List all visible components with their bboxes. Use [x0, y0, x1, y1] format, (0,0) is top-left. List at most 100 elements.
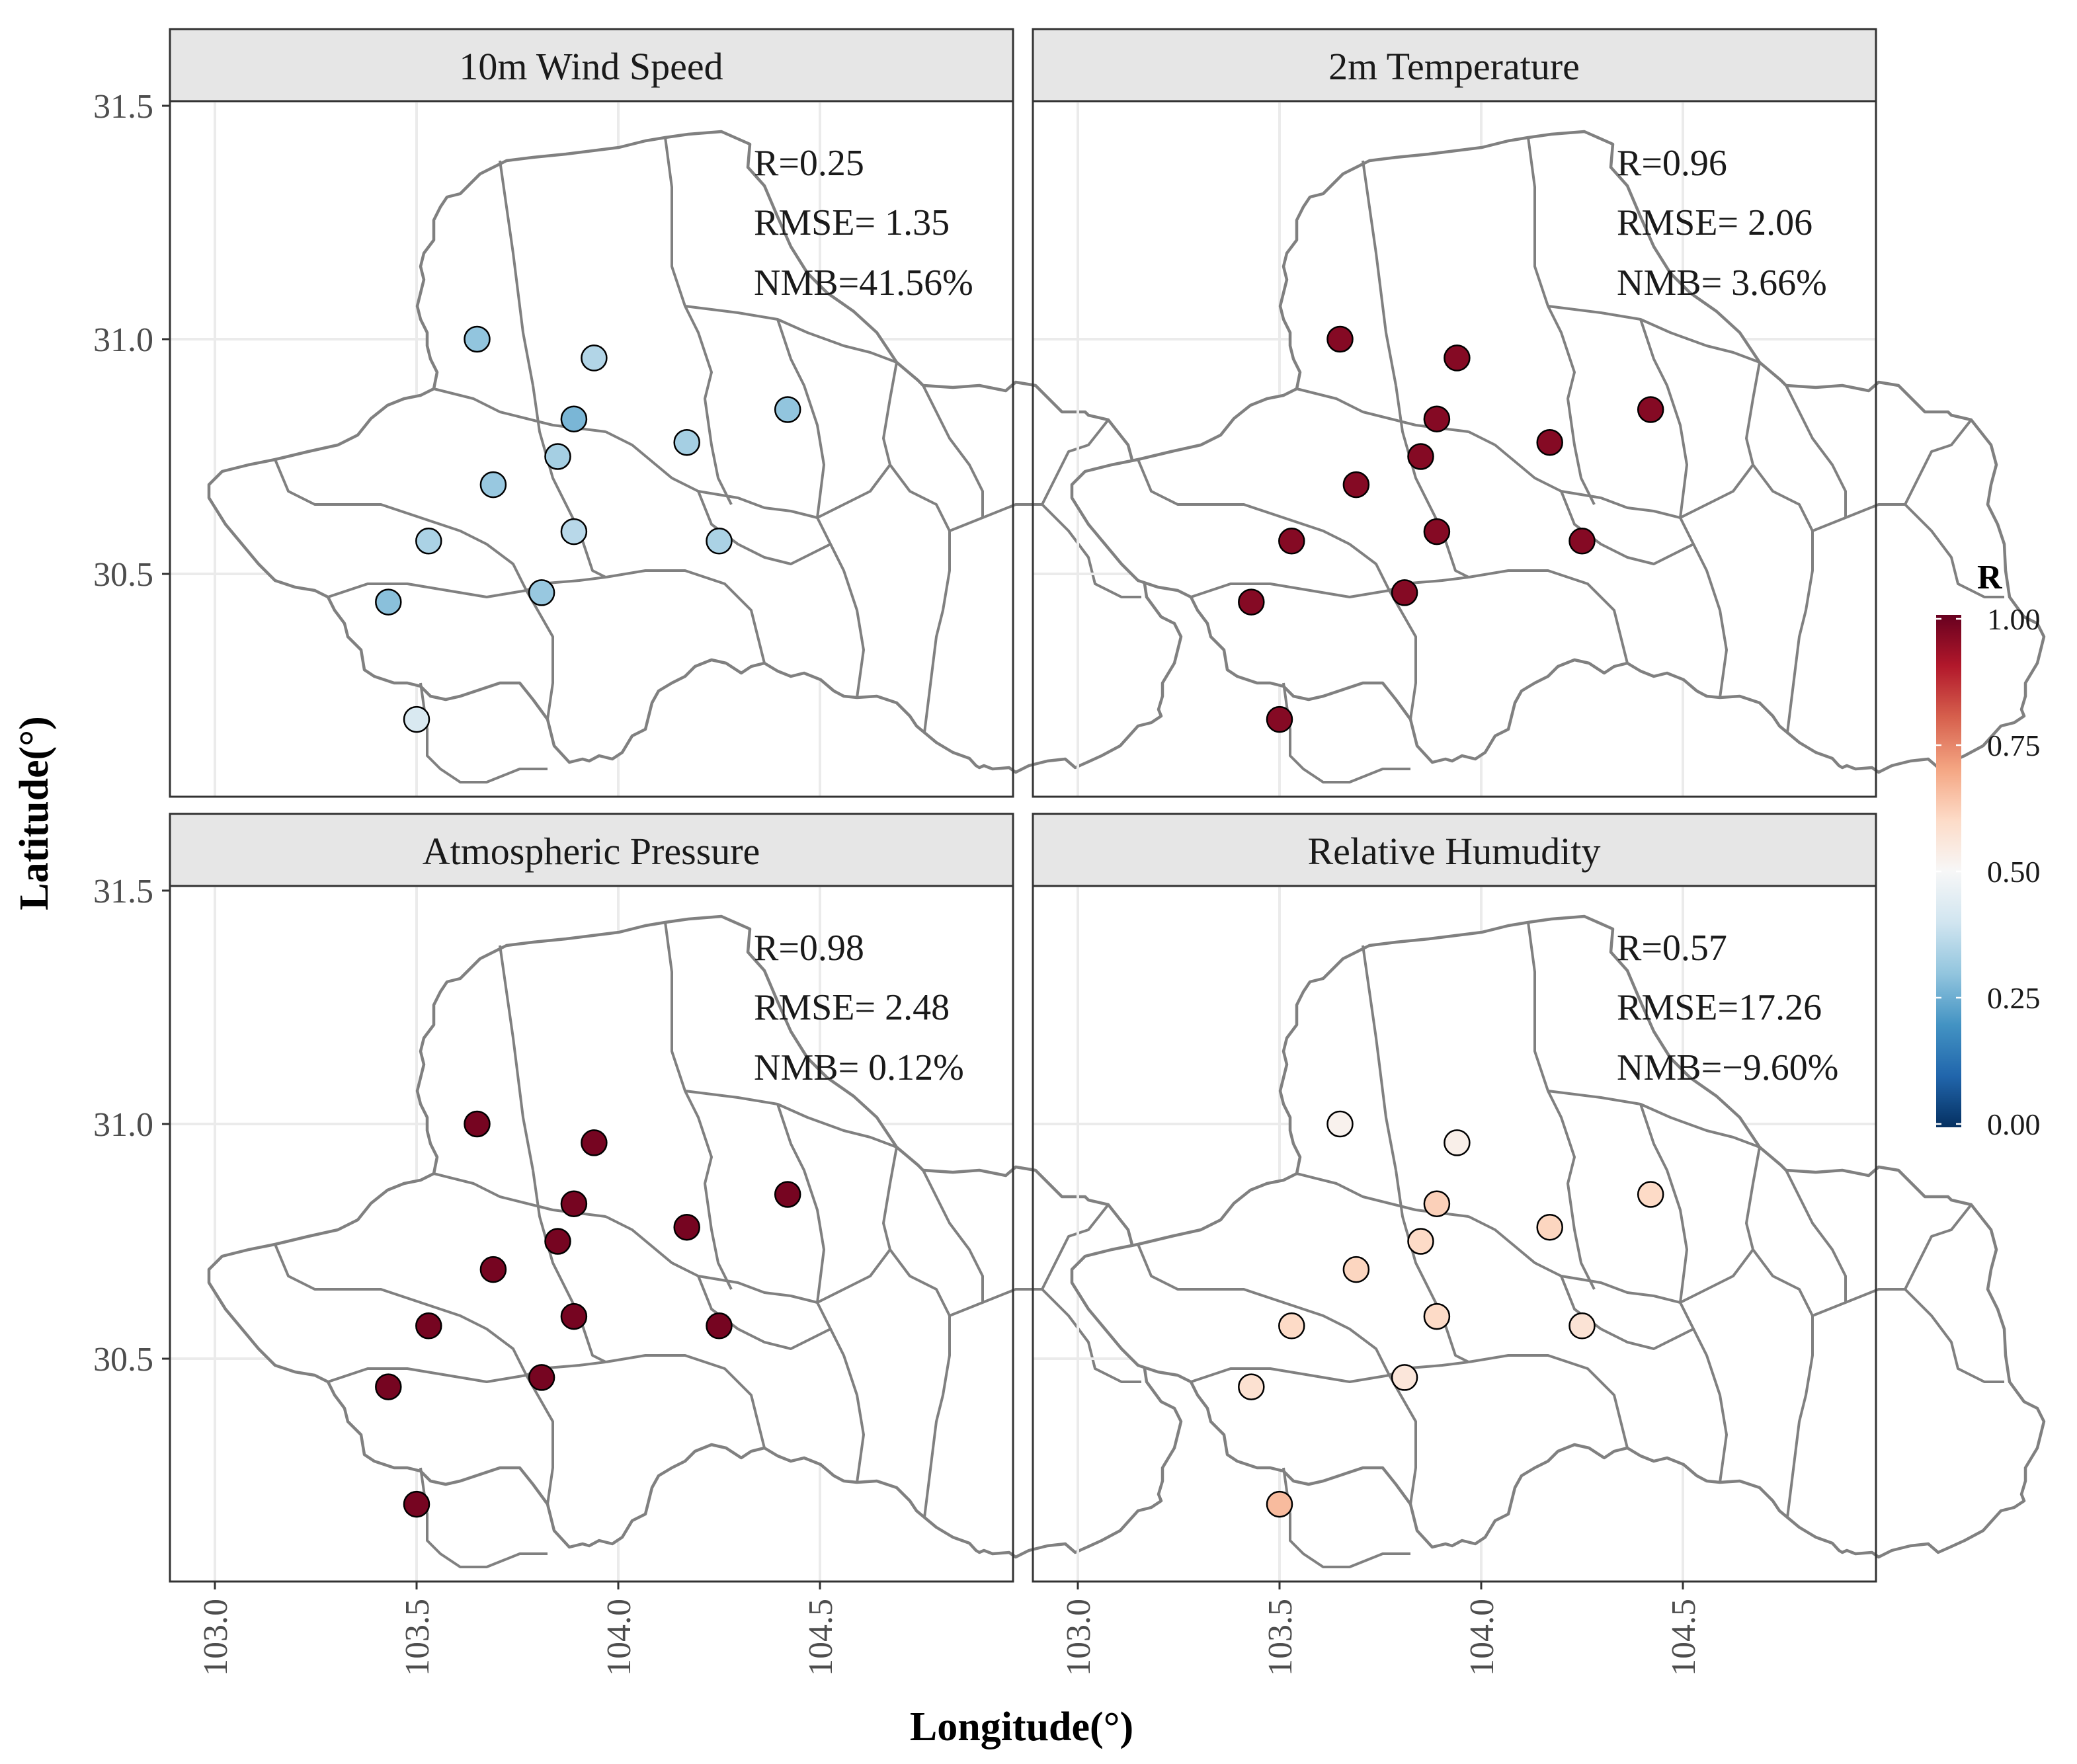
station-point	[1423, 518, 1451, 545]
station-point	[1444, 1129, 1471, 1156]
y-axis-ticks-bottom: 31.5 31.0 30.5	[93, 873, 170, 1379]
station-point	[1536, 1213, 1563, 1241]
stat-r: R=0.57	[1617, 928, 1727, 969]
station-point	[1536, 428, 1563, 456]
station-point	[560, 1190, 588, 1217]
facet-strip	[169, 28, 1014, 102]
station-point	[403, 705, 430, 733]
y-tick-label: 31.0	[93, 1106, 153, 1144]
station-point	[1278, 1312, 1305, 1340]
station-point	[479, 471, 507, 499]
facet-title: Atmospheric Pressure	[423, 830, 760, 873]
y-tick-label: 31.5	[93, 873, 153, 910]
station-point	[1568, 528, 1596, 555]
y-axis-title: Latitude(°)	[12, 716, 57, 910]
station-point	[1423, 1190, 1451, 1217]
district-boundary-map	[209, 916, 1181, 1567]
station-point	[581, 344, 608, 372]
y-tick-label: 31.0	[93, 321, 153, 359]
x-tick-label: 104.0	[1463, 1599, 1501, 1676]
station-point	[1266, 705, 1293, 733]
x-axis-title: Longitude(°)	[910, 1704, 1133, 1749]
station-point	[581, 1129, 608, 1156]
facet-title: 2m Temperature	[1328, 45, 1580, 88]
station-point	[1568, 1312, 1596, 1340]
station-point	[464, 1110, 491, 1138]
district-boundary-map	[1072, 132, 2044, 782]
stat-rmse: RMSE= 1.35	[754, 202, 950, 243]
station-point	[673, 428, 700, 456]
station-points	[1238, 325, 1664, 733]
station-point	[528, 579, 555, 606]
station-point	[706, 528, 733, 555]
station-point	[375, 1373, 402, 1400]
station-point	[528, 1364, 555, 1391]
facet-panel: Atmospheric Pressure R=0.98 RMSE= 2.48 N…	[169, 813, 1181, 1583]
station-point	[1326, 1110, 1354, 1138]
x-axis-ticks-right: 103.0 103.5 104.0 104.5	[1060, 1582, 1703, 1676]
stat-nmb: NMB= 3.66%	[1617, 262, 1827, 303]
station-point	[1326, 325, 1354, 353]
station-point	[544, 443, 571, 470]
stat-r: R=0.25	[754, 143, 864, 184]
y-tick-label: 30.5	[93, 1341, 153, 1379]
facet-title: Relative Humudity	[1308, 830, 1601, 873]
legend-title: R	[1977, 559, 2003, 596]
x-tick-label: 103.0	[1060, 1599, 1098, 1676]
station-point	[1391, 1364, 1418, 1391]
y-tick-label: 31.5	[93, 88, 153, 126]
station-point	[1238, 588, 1265, 616]
station-point	[706, 1312, 733, 1340]
station-points	[1238, 1110, 1664, 1518]
station-point	[403, 1490, 430, 1518]
station-point	[375, 588, 402, 616]
station-point	[774, 1181, 801, 1208]
x-tick-label: 103.0	[197, 1599, 235, 1676]
legend-tick-label: 0.50	[1987, 855, 2041, 889]
facet-panel: 10m Wind Speed R=0.25 RMSE= 1.35 NMB=41.…	[169, 28, 1181, 798]
station-point	[464, 325, 491, 353]
station-point	[1637, 396, 1664, 423]
station-point	[1342, 1256, 1370, 1283]
stat-r: R=0.98	[754, 928, 864, 969]
y-tick-label: 30.5	[93, 556, 153, 594]
station-point	[1407, 1228, 1434, 1255]
station-point	[560, 405, 588, 432]
stat-rmse: RMSE= 2.48	[754, 987, 950, 1028]
x-tick-label: 104.0	[600, 1599, 638, 1676]
station-points	[375, 1110, 801, 1518]
district-boundary-map	[209, 132, 1181, 782]
legend-tick-label: 1.00	[1987, 602, 2041, 636]
facet-panel: 2m Temperature R=0.96 RMSE= 2.06 NMB= 3.…	[1032, 28, 2044, 798]
station-point	[1407, 443, 1434, 470]
station-point	[1342, 471, 1370, 499]
stat-r: R=0.96	[1617, 143, 1727, 184]
station-point	[415, 528, 442, 555]
legend-tick-label: 0.75	[1987, 729, 2041, 762]
station-point	[560, 1303, 588, 1330]
x-tick-label: 103.5	[399, 1599, 436, 1676]
stat-nmb: NMB=41.56%	[754, 262, 973, 303]
legend-tick-label: 0.00	[1987, 1107, 2041, 1141]
stat-nmb: NMB= 0.12%	[754, 1047, 964, 1088]
color-legend: R 1.00 0.75 0.50 0.25 0.00	[1936, 559, 2041, 1141]
station-point	[1637, 1181, 1664, 1208]
station-point	[673, 1213, 700, 1241]
station-point	[1278, 528, 1305, 555]
facet-panel: Relative Humudity R=0.57 RMSE=17.26 NMB=…	[1032, 813, 2044, 1583]
facet-strip	[169, 813, 1014, 887]
station-point	[1238, 1373, 1265, 1400]
legend-tick-label: 0.25	[1987, 981, 2041, 1015]
facet-strip	[1032, 28, 1877, 102]
stat-nmb: NMB=−9.60%	[1617, 1047, 1838, 1088]
x-tick-label: 104.5	[802, 1599, 840, 1676]
station-point	[774, 396, 801, 423]
x-axis-ticks-left: 103.0 103.5 104.0 104.5	[197, 1582, 840, 1676]
station-point	[1423, 1303, 1451, 1330]
x-tick-label: 104.5	[1665, 1599, 1703, 1676]
station-point	[415, 1312, 442, 1340]
station-point	[544, 1228, 571, 1255]
station-point	[1266, 1490, 1293, 1518]
x-tick-label: 103.5	[1262, 1599, 1299, 1676]
